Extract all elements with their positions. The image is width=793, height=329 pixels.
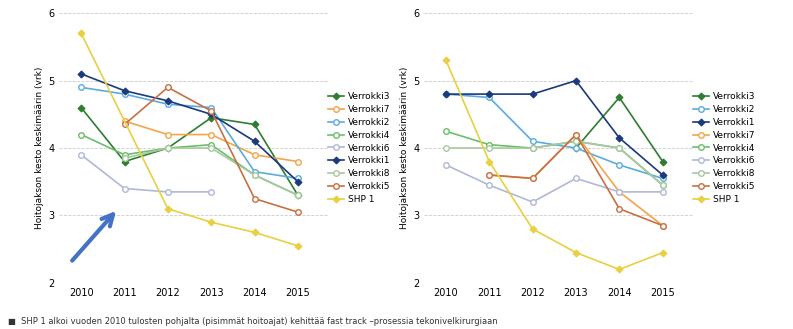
Y-axis label: Hoitojakson kesto keskimäärin (vrk): Hoitojakson kesto keskimäärin (vrk) (35, 67, 44, 229)
Legend: Verrokki3, Verrokki7, Verrokki2, Verrokki4, Verrokki6, Verrokki1, Verrokki8, Ver: Verrokki3, Verrokki7, Verrokki2, Verrokk… (328, 92, 390, 204)
Text: ■  SHP 1 alkoi vuoden 2010 tulosten pohjalta (pisimmät hoitoajat) kehittää fast : ■ SHP 1 alkoi vuoden 2010 tulosten pohja… (8, 317, 497, 326)
Y-axis label: Hoitojakson kesto keskimäärin (vrk): Hoitojakson kesto keskimäärin (vrk) (400, 67, 409, 229)
Legend: Verrokki3, Verrokki2, Verrokki1, Verrokki7, Verrokki4, Verrokki6, Verrokki8, Ver: Verrokki3, Verrokki2, Verrokki1, Verrokk… (693, 92, 755, 204)
